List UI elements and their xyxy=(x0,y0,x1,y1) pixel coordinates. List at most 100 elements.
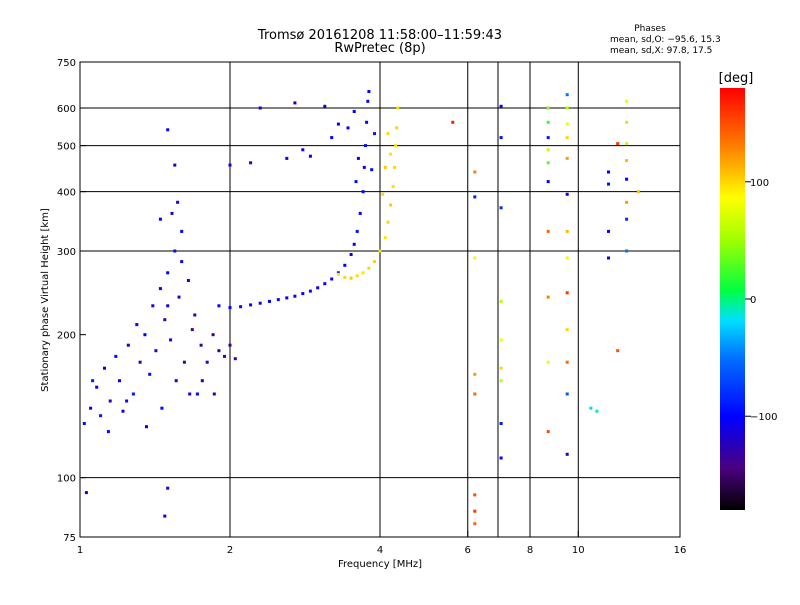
echo-point xyxy=(212,392,216,396)
echo-point xyxy=(499,456,503,460)
echo-point xyxy=(499,136,503,140)
echo-point xyxy=(293,101,297,105)
echo-point xyxy=(381,192,385,196)
echo-point xyxy=(378,249,382,253)
echo-point xyxy=(625,159,629,163)
colorbar-tick-label: 100 xyxy=(750,178,769,189)
echo-point xyxy=(396,106,400,110)
echo-point xyxy=(114,354,118,358)
echo-point xyxy=(565,360,569,364)
echo-point xyxy=(546,161,550,165)
echo-point xyxy=(473,256,477,260)
echo-point xyxy=(301,292,305,296)
echo-point xyxy=(546,295,550,299)
colorbar-gradient xyxy=(720,88,745,510)
chart-title: Tromsø 20161208 11:58:00–11:59:43 xyxy=(257,28,502,43)
echo-point xyxy=(228,343,232,347)
echo-point xyxy=(625,99,629,103)
phases-heading: Phases xyxy=(634,24,666,34)
echo-point xyxy=(125,399,129,403)
echo-point xyxy=(499,422,503,425)
echo-point xyxy=(565,156,569,160)
echo-point xyxy=(386,132,390,136)
echo-point xyxy=(349,253,353,256)
echo-point xyxy=(451,120,455,124)
echo-point xyxy=(356,156,360,160)
echo-point xyxy=(180,229,184,233)
echo-point xyxy=(268,299,271,303)
echo-point xyxy=(499,379,503,383)
echo-point xyxy=(217,349,221,353)
chart-subtitle: RwPretec (8p) xyxy=(334,41,425,56)
echo-point xyxy=(316,286,320,290)
echo-point xyxy=(200,379,204,383)
echo-point xyxy=(84,491,88,495)
plot-area: 1 2 4 6 8 10 16 75 100 200 300 400 500 600 750 xyxy=(57,58,686,556)
echo-point xyxy=(565,122,569,126)
echo-point xyxy=(565,392,569,396)
echo-point xyxy=(173,249,177,253)
echo-point xyxy=(625,249,629,253)
echo-point xyxy=(336,272,340,276)
echo-point xyxy=(285,156,289,160)
echo-point xyxy=(233,357,237,361)
echo-point xyxy=(354,180,358,184)
echo-point xyxy=(565,192,569,196)
echo-point xyxy=(373,260,376,264)
echo-point xyxy=(143,333,147,337)
echo-point xyxy=(565,136,569,140)
x-tick-label: 10 xyxy=(572,545,585,556)
y-axis-ticks: 75 100 200 300 400 500 600 750 xyxy=(57,58,86,544)
echo-point xyxy=(176,200,180,204)
echo-point xyxy=(145,425,148,429)
echo-point xyxy=(103,366,106,370)
echo-point xyxy=(361,271,365,275)
echo-point xyxy=(367,266,371,270)
echo-point xyxy=(352,110,356,113)
echo-point xyxy=(349,276,353,280)
echo-point xyxy=(595,409,599,413)
echo-point xyxy=(131,392,135,396)
echo-point xyxy=(607,182,610,186)
echo-point xyxy=(393,165,397,169)
echo-point xyxy=(258,301,262,305)
echo-point xyxy=(330,277,334,281)
echo-point xyxy=(166,128,170,132)
echo-point xyxy=(499,206,503,210)
echo-point xyxy=(308,289,312,293)
echo-point xyxy=(616,142,620,146)
echo-point xyxy=(370,168,374,172)
echo-point xyxy=(355,229,359,233)
y-tick-label: 75 xyxy=(63,533,76,544)
echo-point xyxy=(343,263,347,267)
echo-point xyxy=(195,392,199,396)
echo-point xyxy=(625,217,629,221)
echo-point xyxy=(177,295,181,299)
echo-point xyxy=(383,236,387,240)
echo-point xyxy=(285,296,289,300)
echo-point xyxy=(366,99,370,103)
echo-point xyxy=(346,126,350,130)
y-tick-label: 500 xyxy=(57,142,76,153)
echo-point xyxy=(546,120,550,124)
echo-point xyxy=(565,106,569,110)
echo-point xyxy=(173,163,177,167)
echo-point xyxy=(565,93,569,97)
echo-point xyxy=(188,392,192,396)
phases-x-mode-stats: mean, sd,X: 97.8, 17.5 xyxy=(610,46,712,56)
echo-point xyxy=(154,349,158,353)
echo-point xyxy=(565,291,569,295)
echo-point xyxy=(151,304,155,308)
echo-point xyxy=(361,190,365,194)
echo-point xyxy=(190,328,194,332)
echo-point xyxy=(249,303,253,307)
echo-point xyxy=(228,163,232,167)
echo-point xyxy=(473,509,477,513)
echo-point xyxy=(625,120,629,124)
echo-point xyxy=(589,406,593,410)
echo-point xyxy=(166,271,170,275)
echo-point xyxy=(91,379,95,383)
colorbar-tick-label: −100 xyxy=(750,412,777,423)
echo-point xyxy=(565,229,569,233)
